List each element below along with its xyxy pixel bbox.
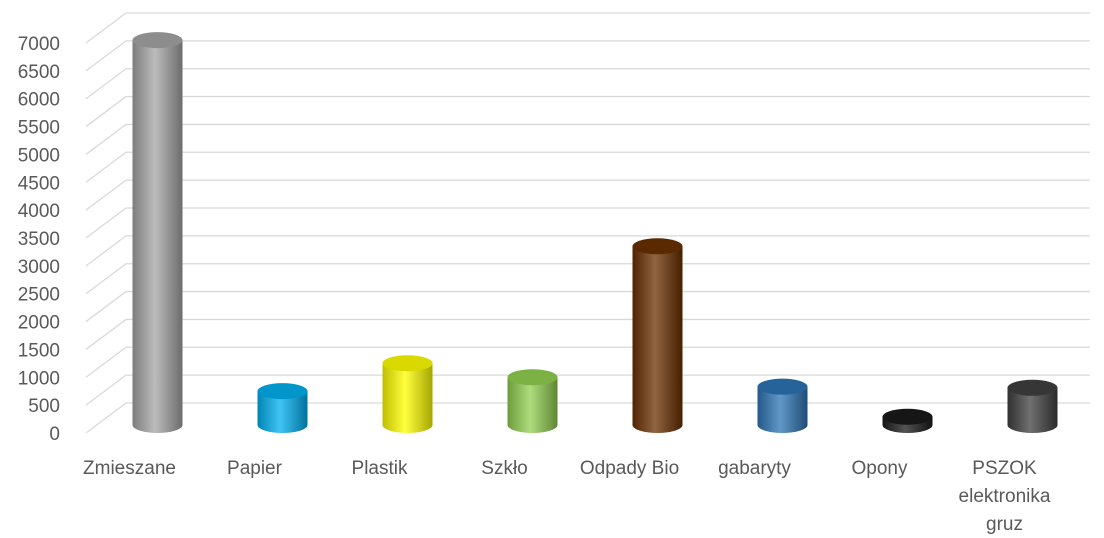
- bar-top: [757, 378, 808, 395]
- y-tick-label: 1500: [18, 340, 60, 361]
- bar-pszok-elektronika-gruz: [1007, 379, 1058, 433]
- y-tick-label: 3500: [18, 229, 60, 250]
- y-tick-label: 6500: [18, 62, 60, 83]
- bar-top: [882, 408, 933, 425]
- bar-gabaryty: [757, 378, 808, 433]
- bar-zmieszane: [132, 32, 183, 434]
- x-category-label: Papier: [227, 458, 283, 479]
- bar-top: [132, 32, 183, 49]
- bar-top: [507, 369, 558, 386]
- bar-body: [1007, 387, 1058, 433]
- bar-body: [507, 377, 558, 433]
- y-axis-tick-labels: 0 500 1000 1500 2000 2500 3000 3500 4000 4500 5000…: [18, 34, 60, 445]
- bar-top: [382, 355, 433, 372]
- y-tick-label: 1000: [18, 368, 60, 389]
- gridline-6500: [85, 40, 1090, 72]
- x-category-label: gabaryty: [718, 458, 791, 479]
- gridlines: [85, 12, 1090, 434]
- bar-plastik: [382, 355, 433, 433]
- gridline-7000: [85, 12, 1090, 44]
- gridline-5500: [85, 95, 1090, 128]
- x-category-label: Odpady Bio: [580, 458, 679, 479]
- y-tick-label: 4500: [18, 173, 60, 194]
- y-tick-label: 0: [49, 424, 60, 445]
- bar-papier: [257, 383, 308, 433]
- y-tick-label: 5000: [18, 145, 60, 166]
- x-category-label: Zmieszane: [83, 458, 176, 479]
- y-tick-label: 7000: [18, 34, 60, 55]
- gridline-3000: [85, 235, 1090, 267]
- gridline-6000: [85, 68, 1090, 100]
- gridline-4000: [85, 179, 1090, 211]
- bar-szkło: [507, 369, 558, 433]
- y-tick-label: 2500: [18, 285, 60, 306]
- gridline-0: [85, 402, 1090, 434]
- y-tick-label: 2000: [18, 313, 60, 334]
- bar-opony: [882, 408, 933, 433]
- gridline-500: [85, 374, 1090, 406]
- x-category-label: Opony: [852, 458, 908, 479]
- gridline-4500: [85, 151, 1090, 183]
- bar-body: [132, 40, 183, 434]
- y-tick-label: 5500: [18, 118, 60, 139]
- gridline-5000: [85, 123, 1090, 155]
- gridline-1000: [85, 346, 1090, 378]
- x-category-label: PSZOK elektronika gruz: [959, 458, 1051, 535]
- gridline-2000: [85, 290, 1090, 323]
- gridline-3500: [85, 207, 1090, 239]
- bar-top: [632, 238, 683, 255]
- gridline-2500: [85, 263, 1090, 295]
- y-tick-label: 4000: [18, 201, 60, 222]
- bar-body: [257, 391, 308, 433]
- gridline-1500: [85, 318, 1090, 350]
- y-tick-label: 3000: [18, 257, 60, 278]
- x-axis-category-labels: Zmieszane Papier Plastik Szkło Odpady Bio gab…: [83, 458, 1051, 535]
- x-category-label: Plastik: [352, 458, 408, 479]
- bar-body: [632, 246, 683, 433]
- bar-body: [757, 386, 808, 433]
- bar-body: [382, 363, 433, 433]
- bar-top: [1007, 379, 1058, 396]
- bar-odpady-bio: [632, 238, 683, 433]
- y-tick-label: 6000: [18, 90, 60, 111]
- bars: [132, 32, 1058, 434]
- y-tick-label: 500: [28, 396, 60, 417]
- bar-top: [257, 383, 308, 400]
- x-category-label: Szkło: [481, 458, 527, 479]
